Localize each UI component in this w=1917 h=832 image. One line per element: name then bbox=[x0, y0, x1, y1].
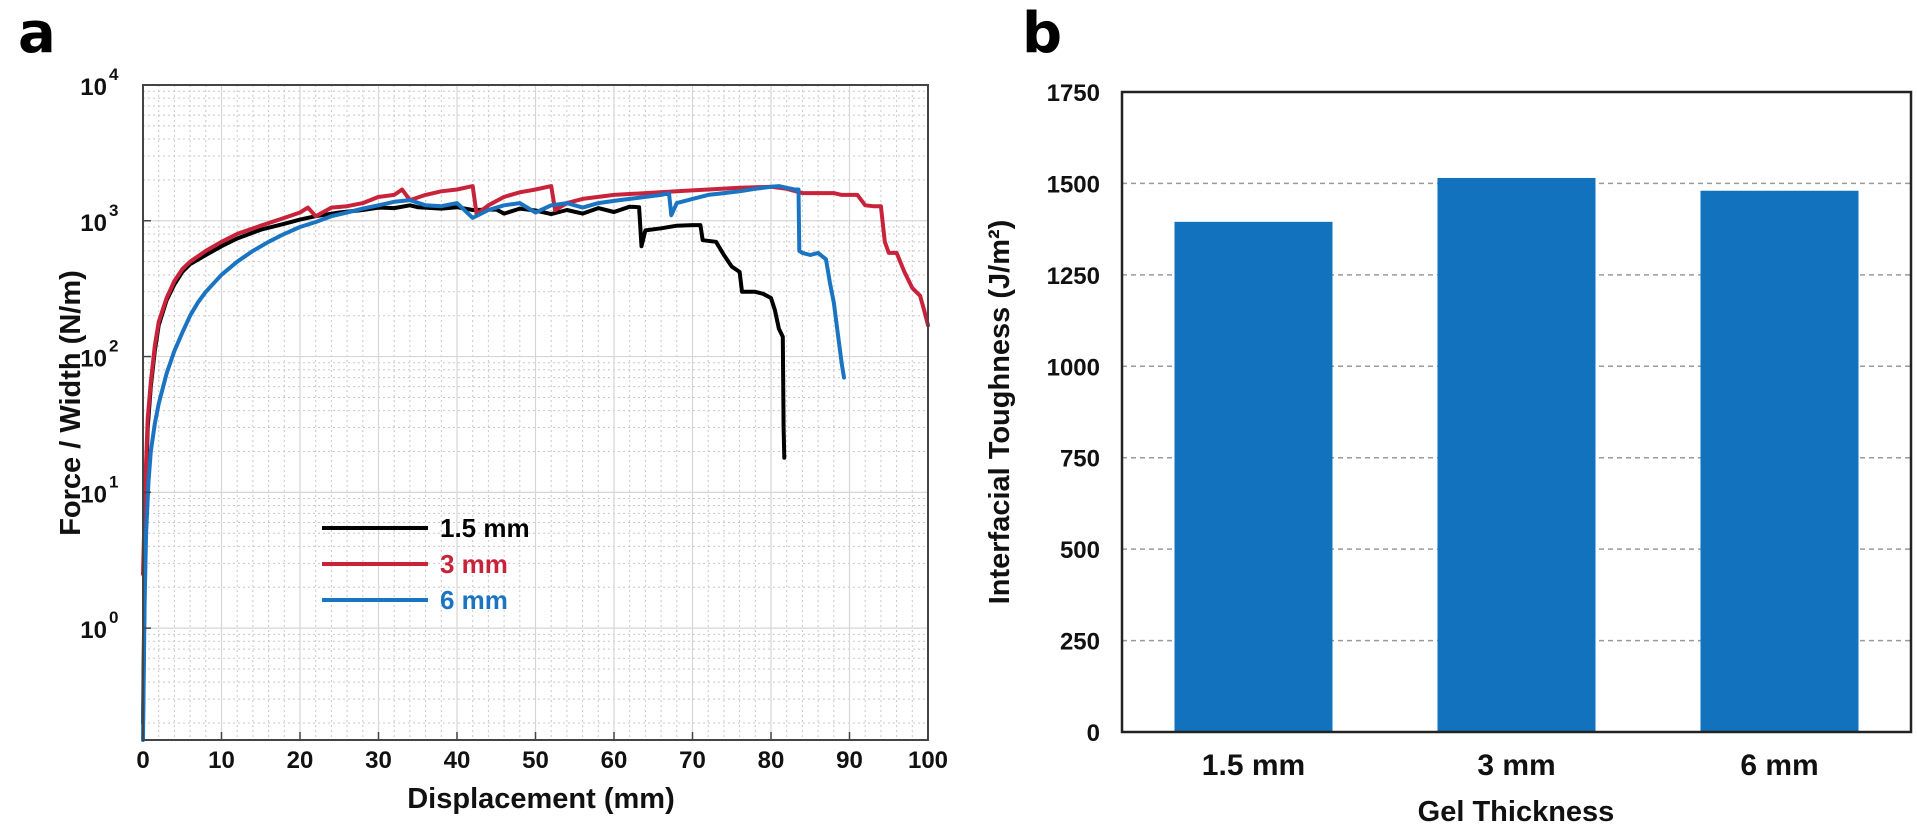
legend-label-1: 3 mm bbox=[440, 549, 508, 579]
x-tick-label: 50 bbox=[522, 747, 549, 774]
y-tick-exponent: 1 bbox=[109, 472, 118, 491]
panel-label-a: a bbox=[18, 1, 56, 66]
x-tick-label: 20 bbox=[287, 747, 314, 774]
legend: 1.5 mm 3 mm 6 mm bbox=[322, 513, 530, 615]
bar-1 bbox=[1437, 177, 1596, 732]
x-tick-label: 1.5 mm bbox=[1202, 749, 1305, 782]
y-tick-exponent: 2 bbox=[109, 337, 118, 356]
y-ticks-b: 0 250 500 750 1000 1250 1500 1750 bbox=[1047, 80, 1100, 747]
x-tick-label: 70 bbox=[679, 747, 706, 774]
y-tick-label: 250 bbox=[1060, 629, 1100, 656]
y-tick-label: 1250 bbox=[1047, 263, 1100, 290]
x-axis-title-b: Gel Thickness bbox=[1418, 796, 1615, 828]
x-tick-label: 6 mm bbox=[1740, 749, 1818, 782]
y-tick-exponent: 3 bbox=[109, 201, 118, 220]
bar-chart: 0 250 500 750 1000 1250 1500 1750 1.5 mm 3 mm 6 m… bbox=[984, 80, 1913, 828]
y-tick-exponent: 0 bbox=[109, 608, 118, 627]
y-axis-title-b: Interfacial Toughness (J/m²) bbox=[984, 220, 1016, 605]
series-line-2 bbox=[141, 184, 846, 742]
y-tick-label: 750 bbox=[1060, 446, 1100, 473]
y-tick-label: 10 bbox=[80, 481, 107, 508]
legend-label-2: 6 mm bbox=[440, 585, 508, 615]
panel-label-b: b bbox=[1022, 1, 1062, 66]
x-tick-label: 80 bbox=[758, 747, 785, 774]
x-ticks-b: 1.5 mm 3 mm 6 mm bbox=[1202, 749, 1819, 782]
legend-label-0: 1.5 mm bbox=[440, 513, 530, 543]
plot-frame-b bbox=[1120, 90, 1913, 734]
y-tick-label: 0 bbox=[1087, 720, 1100, 747]
y-tick-label: 10 bbox=[80, 74, 107, 101]
x-tick-label: 30 bbox=[365, 747, 392, 774]
y-tick-label: 10 bbox=[80, 210, 107, 237]
series-line-1 bbox=[141, 184, 930, 577]
series-line-0 bbox=[141, 203, 787, 725]
series-lines bbox=[141, 184, 930, 742]
bar-0 bbox=[1174, 221, 1333, 733]
x-tick-label: 10 bbox=[208, 747, 235, 774]
x-tick-label: 3 mm bbox=[1477, 749, 1555, 782]
x-tick-label: 100 bbox=[908, 747, 948, 774]
y-tick-label: 1750 bbox=[1047, 80, 1100, 107]
x-ticks-a: 0 10 20 30 40 50 60 70 80 90 100 bbox=[136, 732, 948, 774]
y-tick-label: 1000 bbox=[1047, 354, 1100, 381]
y-tick-exponent: 4 bbox=[109, 65, 119, 84]
y-tick-label: 10 bbox=[80, 346, 107, 373]
x-tick-label: 90 bbox=[836, 747, 863, 774]
x-tick-label: 40 bbox=[444, 747, 471, 774]
bars bbox=[1174, 177, 1859, 733]
y-tick-label: 500 bbox=[1060, 537, 1100, 564]
y-tick-label: 1500 bbox=[1047, 171, 1100, 198]
bar-2 bbox=[1700, 190, 1859, 732]
x-tick-label: 60 bbox=[601, 747, 628, 774]
y-axis-title-a: Force / Width (N/m) bbox=[55, 270, 87, 536]
x-tick-label: 0 bbox=[136, 747, 149, 774]
x-axis-title-a: Displacement (mm) bbox=[407, 783, 675, 815]
y-tick-label: 10 bbox=[80, 617, 107, 644]
